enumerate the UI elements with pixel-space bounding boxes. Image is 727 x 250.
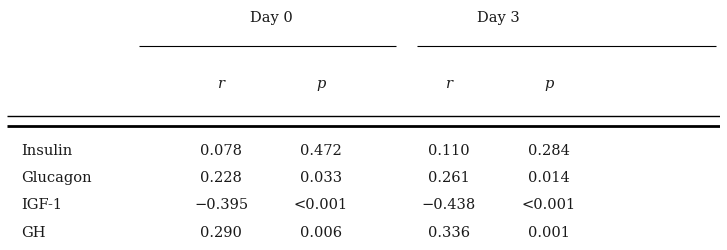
Text: p: p [544, 76, 553, 90]
Text: <0.001: <0.001 [522, 198, 576, 211]
Text: 0.078: 0.078 [200, 144, 242, 158]
Text: Day 3: Day 3 [478, 10, 521, 24]
Text: 0.006: 0.006 [300, 224, 342, 238]
Text: r: r [217, 76, 225, 90]
Text: Glucagon: Glucagon [22, 171, 92, 185]
Text: 0.110: 0.110 [428, 144, 470, 158]
Text: 0.014: 0.014 [528, 171, 570, 185]
Text: Day 0: Day 0 [249, 10, 292, 24]
Text: IGF-1: IGF-1 [22, 198, 63, 211]
Text: <0.001: <0.001 [294, 198, 348, 211]
Text: GH: GH [22, 224, 46, 238]
Text: 0.228: 0.228 [200, 171, 242, 185]
Text: −0.438: −0.438 [422, 198, 476, 211]
Text: 0.472: 0.472 [300, 144, 342, 158]
Text: 0.336: 0.336 [428, 224, 470, 238]
Text: Insulin: Insulin [22, 144, 73, 158]
Text: p: p [316, 76, 326, 90]
Text: 0.001: 0.001 [528, 224, 570, 238]
Text: 0.033: 0.033 [300, 171, 342, 185]
Text: 0.284: 0.284 [528, 144, 570, 158]
Text: −0.395: −0.395 [194, 198, 248, 211]
Text: 0.261: 0.261 [428, 171, 470, 185]
Text: r: r [446, 76, 452, 90]
Text: 0.290: 0.290 [200, 224, 242, 238]
